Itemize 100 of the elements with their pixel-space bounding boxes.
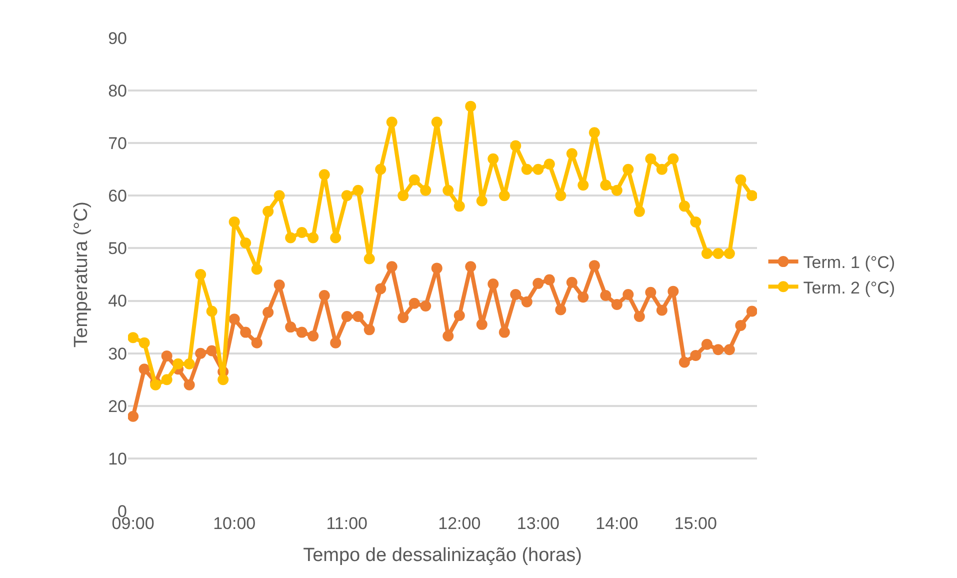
point — [352, 184, 364, 196]
y-tick-label: 90 — [108, 28, 127, 48]
point — [498, 190, 510, 202]
y-tick-label: 20 — [108, 396, 127, 416]
y-tick-label: 30 — [108, 344, 127, 364]
point — [442, 184, 454, 196]
point — [318, 290, 330, 302]
point — [150, 379, 162, 390]
point — [206, 345, 218, 356]
point — [611, 298, 622, 310]
point — [690, 216, 702, 228]
y-tick-label: 80 — [108, 82, 127, 101]
point — [712, 344, 724, 356]
point — [161, 350, 172, 362]
point — [408, 174, 420, 186]
x-tick-label: 15:00 — [674, 514, 717, 533]
point — [128, 332, 139, 344]
x-tick-label: 11:00 — [326, 514, 368, 533]
point — [431, 262, 442, 274]
point — [532, 278, 544, 289]
point — [588, 127, 600, 138]
point — [352, 311, 364, 322]
point — [712, 248, 724, 259]
y-tick-label: 40 — [108, 292, 127, 311]
point — [330, 232, 342, 244]
point — [364, 324, 375, 336]
point — [701, 248, 712, 259]
point — [498, 326, 510, 338]
x-tick-label: 13:00 — [516, 514, 560, 533]
point — [668, 153, 679, 164]
point — [746, 306, 757, 317]
point — [408, 298, 420, 309]
point — [398, 190, 409, 202]
point — [678, 200, 690, 212]
point — [274, 280, 285, 291]
point — [274, 190, 285, 202]
point — [228, 216, 240, 228]
point — [510, 288, 522, 300]
point — [701, 338, 712, 350]
point — [251, 264, 262, 275]
point — [735, 320, 746, 331]
legend-label: Term. 2 (°C) — [803, 278, 896, 298]
point — [442, 330, 454, 342]
point — [285, 232, 296, 244]
point — [735, 174, 746, 186]
point — [172, 358, 184, 370]
point — [521, 164, 532, 175]
point — [578, 180, 589, 191]
point — [364, 253, 375, 264]
point — [184, 379, 195, 390]
y-tick-label: 50 — [108, 239, 127, 258]
point — [634, 206, 645, 217]
y-tick-label: 70 — [108, 134, 127, 154]
point — [386, 261, 398, 272]
y-tick-label: 10 — [108, 449, 127, 468]
point — [128, 410, 139, 422]
point — [240, 237, 252, 248]
point — [555, 190, 566, 202]
point — [420, 184, 432, 196]
point — [724, 344, 735, 356]
point — [488, 153, 499, 164]
point — [544, 274, 555, 286]
point — [386, 116, 398, 128]
point — [138, 364, 150, 375]
point — [228, 314, 240, 325]
point — [566, 276, 578, 288]
point — [262, 306, 274, 318]
point — [476, 195, 488, 206]
point — [184, 358, 195, 370]
point — [532, 164, 544, 175]
point — [296, 226, 308, 238]
point — [510, 140, 522, 152]
point — [465, 100, 476, 112]
point — [431, 116, 442, 128]
point — [398, 312, 409, 324]
point — [544, 158, 555, 170]
y-tick-label: 60 — [108, 186, 127, 206]
point — [656, 304, 668, 316]
point — [588, 260, 600, 272]
point — [746, 190, 757, 202]
point — [611, 184, 622, 196]
x-tick-label: 12:00 — [438, 514, 481, 533]
point — [195, 348, 206, 359]
x-tick-label: 10:00 — [213, 514, 256, 533]
point — [488, 278, 499, 290]
point — [195, 269, 206, 280]
point — [262, 206, 274, 217]
point — [330, 337, 342, 348]
point — [285, 322, 296, 333]
x-tick-label: 14:00 — [596, 514, 638, 533]
point — [318, 169, 330, 180]
x-axis-title: Tempo de dessalinização (horas) — [303, 544, 582, 566]
point — [308, 232, 319, 244]
point — [375, 164, 386, 175]
point — [634, 311, 645, 322]
point — [308, 330, 319, 342]
point — [161, 374, 172, 386]
point — [600, 180, 612, 191]
point — [668, 286, 679, 297]
point — [476, 318, 488, 330]
